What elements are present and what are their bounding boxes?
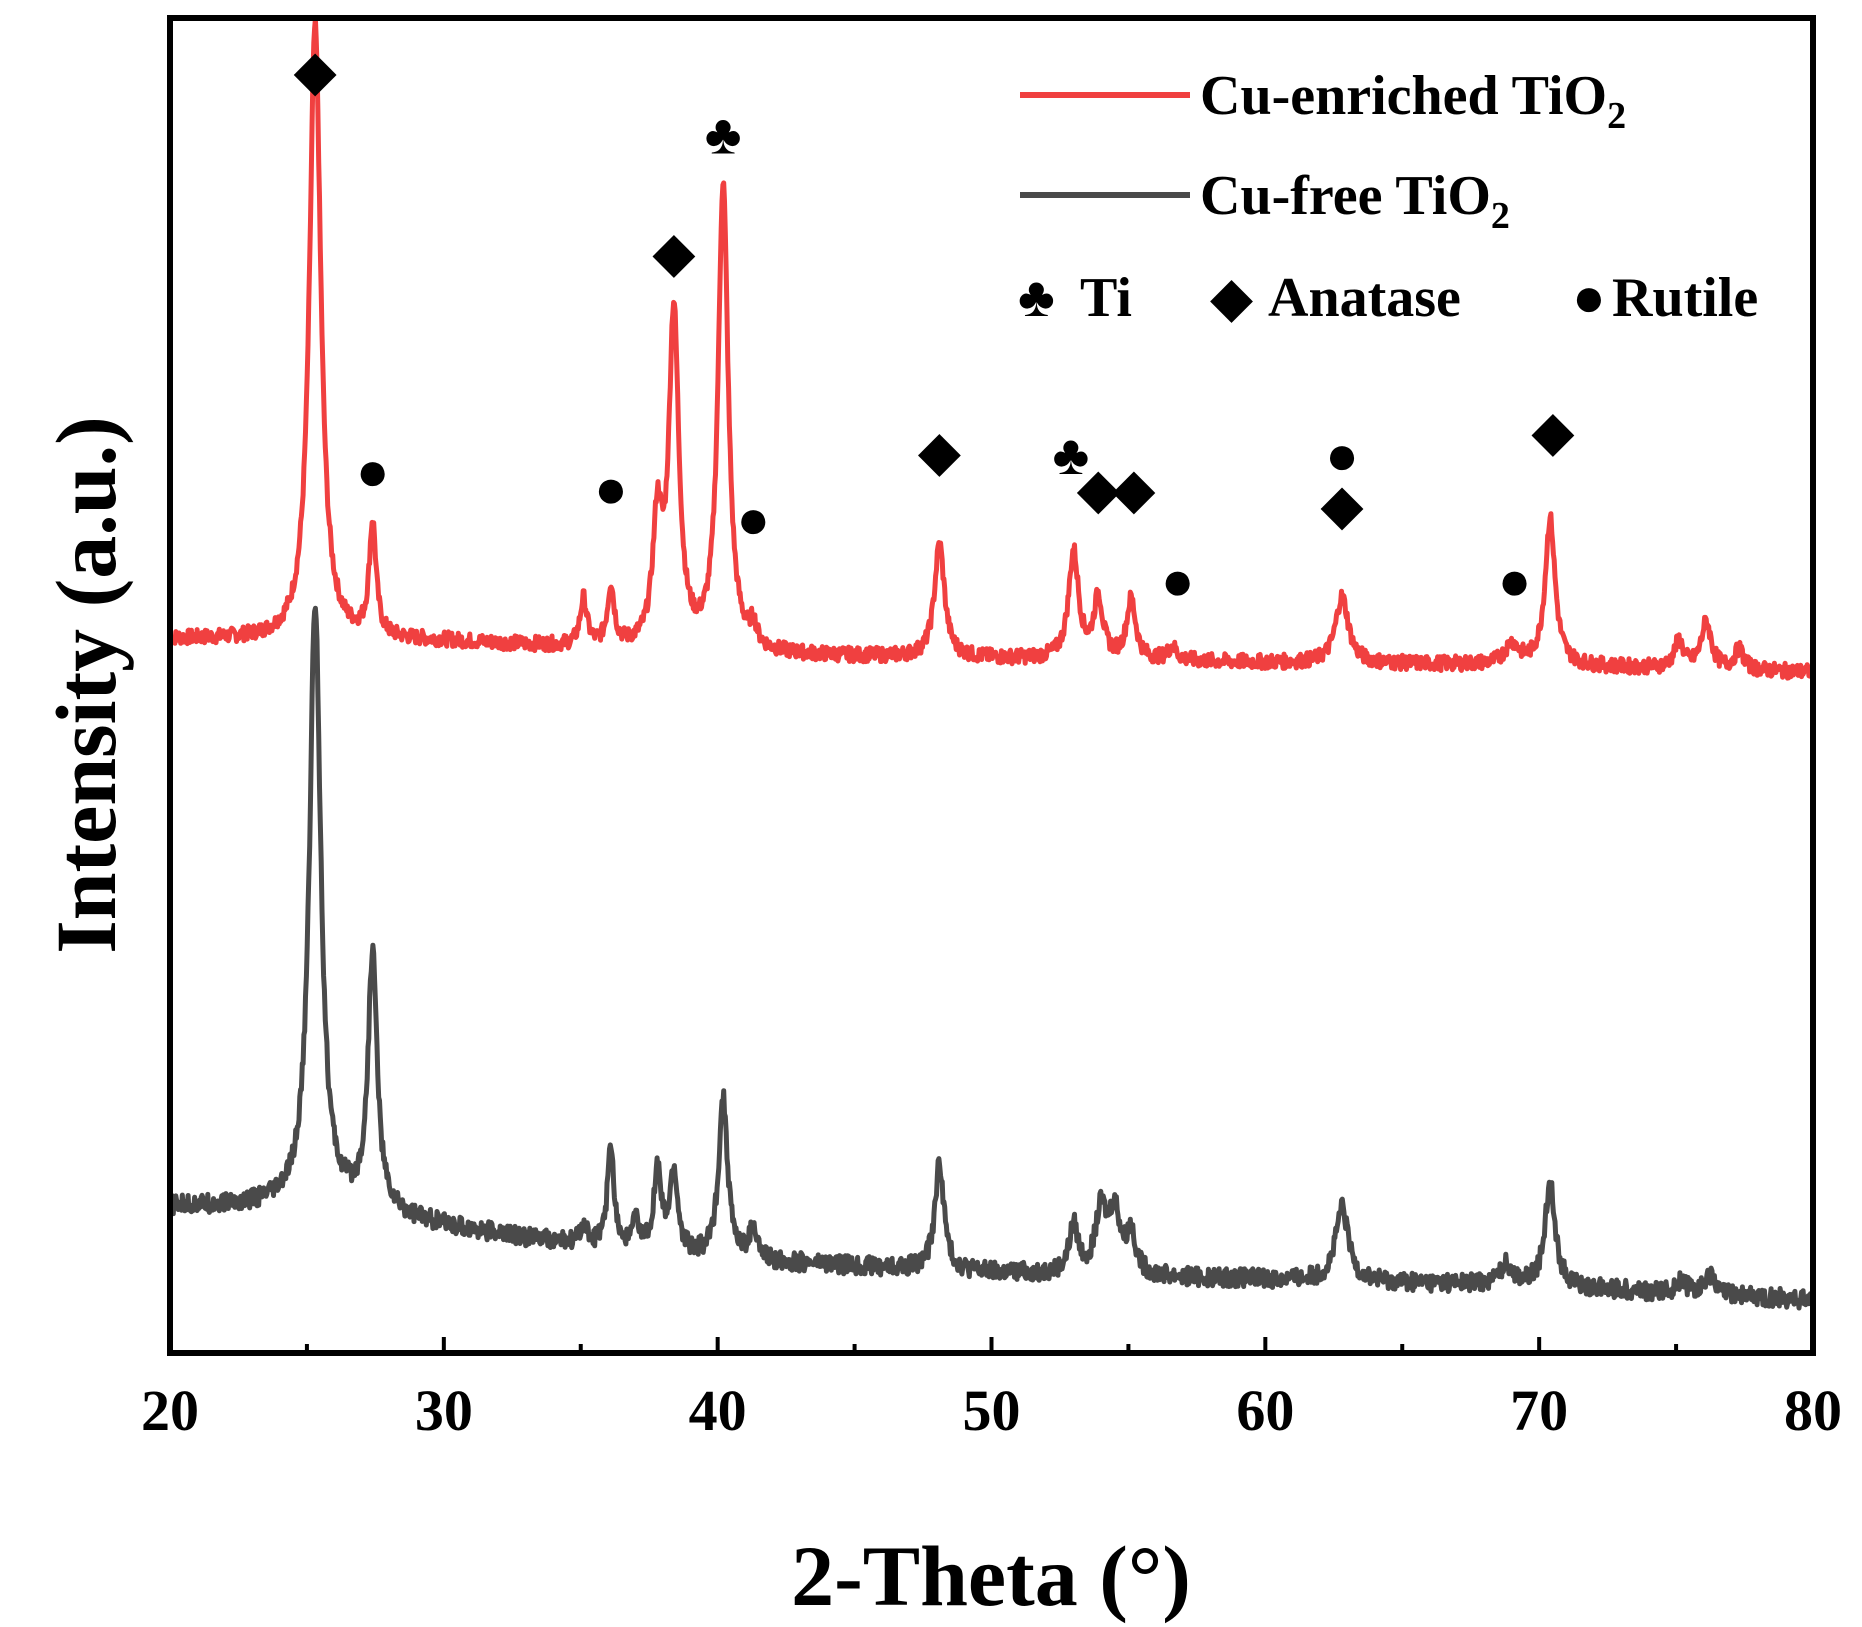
legend: Cu-enriched TiO2 Cu-free TiO2 ♣ Ti ◆ Anatase ●… — [1018, 65, 1758, 329]
peak-marker: ◆ — [1077, 458, 1120, 520]
series-line-cu-free — [167, 605, 1816, 1311]
peak-marker: ◆ — [918, 421, 961, 483]
peak-marker: ◆ — [1531, 401, 1574, 463]
peak-marker: ● — [1161, 550, 1195, 612]
legend-label: Cu-enriched TiO2 — [1200, 65, 1626, 137]
peak-marker: ● — [1498, 550, 1532, 612]
x-axis-title: 2-Theta (°) — [791, 1528, 1191, 1624]
peak-marker: ♣ — [705, 104, 742, 166]
peak-marker: ● — [1325, 425, 1359, 487]
peak-marker: ◆ — [1112, 458, 1155, 520]
phase-legend-symbol: ♣ — [1018, 267, 1055, 329]
x-axis: 20 30 40 50 60 70 80 — [141, 1337, 1842, 1443]
x-tick-label: 70 — [1510, 1378, 1568, 1443]
peak-marker: ● — [594, 458, 628, 520]
legend-label: Cu-free TiO2 — [1200, 165, 1510, 237]
peak-marker: ◆ — [1320, 474, 1363, 536]
x-tick-label: 60 — [1236, 1378, 1294, 1443]
peak-marker: ● — [356, 441, 390, 503]
y-axis-title: Intensity (a.u.) — [38, 416, 134, 954]
x-tick-label: 40 — [689, 1378, 747, 1443]
series-line-cu-enriched — [167, 16, 1816, 681]
x-tick-label: 80 — [1784, 1378, 1842, 1443]
plot-content — [167, 16, 1816, 1311]
peak-marker: ◆ — [294, 40, 337, 102]
peak-marker: ♣ — [1053, 425, 1090, 487]
x-tick-label: 30 — [415, 1378, 473, 1443]
phase-legend-symbol: ● — [1572, 267, 1606, 329]
peak-marker: ◆ — [652, 222, 695, 284]
phase-legend-label: Rutile — [1612, 267, 1758, 329]
x-tick-label: 20 — [141, 1378, 199, 1443]
phase-legend-symbol: ◆ — [1210, 267, 1253, 329]
plot-frame — [167, 15, 1816, 1356]
phase-legend-label: Ti — [1080, 267, 1132, 329]
peak-marker: ● — [736, 489, 770, 551]
x-tick-label: 50 — [963, 1378, 1021, 1443]
phase-legend-label: Anatase — [1268, 267, 1461, 329]
peak-annotations: ◆● ●◆♣●◆ ♣◆◆●●◆●◆ — [294, 40, 1575, 612]
